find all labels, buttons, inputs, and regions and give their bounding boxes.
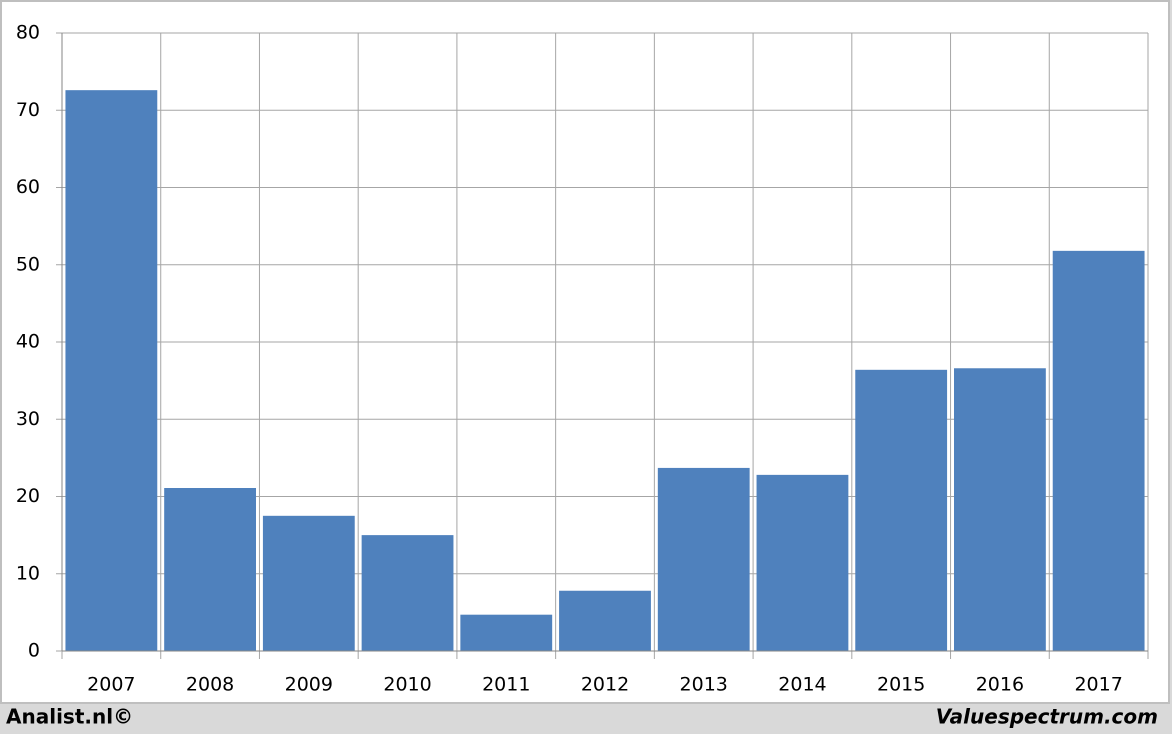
y-tick-label: 80 [16, 22, 40, 44]
footer-right: Valuespectrum.com [936, 705, 1158, 729]
bar [460, 614, 553, 651]
x-tick-label: 2009 [285, 674, 333, 696]
bar [756, 474, 849, 651]
x-tick-label: 2015 [877, 674, 925, 696]
y-tick-label: 60 [16, 176, 40, 198]
y-tick-label: 0 [28, 640, 40, 662]
x-tick-label: 2010 [383, 674, 431, 696]
bar [657, 467, 750, 651]
y-tick-label: 10 [16, 562, 40, 584]
y-tick-label: 70 [16, 99, 40, 121]
y-tick-label: 40 [16, 331, 40, 353]
x-tick-label: 2012 [581, 674, 629, 696]
bar [559, 590, 651, 651]
bar [954, 368, 1046, 651]
y-tick-label: 20 [16, 485, 40, 507]
y-tick-label: 50 [16, 253, 40, 275]
x-tick-label: 2016 [976, 674, 1024, 696]
x-tick-label: 2008 [186, 674, 234, 696]
x-tick-label: 2017 [1074, 674, 1122, 696]
bar [361, 535, 454, 651]
x-tick-label: 2011 [482, 674, 530, 696]
bar [164, 488, 256, 651]
x-tick-label: 2013 [680, 674, 728, 696]
bar [1052, 250, 1145, 651]
bar [855, 369, 948, 651]
x-tick-label: 2014 [778, 674, 826, 696]
bar [262, 515, 355, 651]
y-tick-label: 30 [16, 408, 40, 430]
footer-left: Analist.nl© [6, 705, 133, 729]
bar [65, 90, 158, 652]
x-tick-label: 2007 [87, 674, 135, 696]
